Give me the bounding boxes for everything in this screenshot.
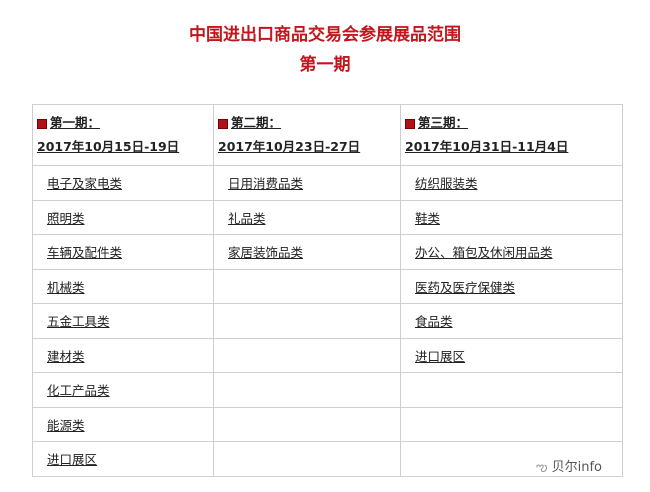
phase-label[interactable]: 第一期： (50, 115, 101, 130)
table-cell (213, 406, 401, 442)
table-cell: 机械类 (32, 268, 214, 304)
table-row: 车辆及配件类 家居装饰品类 办公、箱包及休闲用品类 (32, 234, 623, 270)
table-cell: 食品类 (400, 303, 623, 339)
category-link[interactable]: 进口展区 (47, 452, 98, 468)
table-cell (213, 372, 401, 408)
category-link[interactable]: 纺织服装类 (415, 176, 478, 192)
category-link[interactable]: 车辆及配件类 (47, 245, 123, 261)
table-cell (400, 372, 623, 408)
table-row: 机械类 医药及医疗保健类 (32, 268, 623, 304)
page-title: 中国进出口商品交易会参展展品范围 (189, 25, 461, 45)
phase-dates[interactable]: 2017年10月15日-19日 (37, 139, 180, 154)
table-row: 电子及家电类 日用消费品类 纺织服装类 (32, 165, 623, 201)
bullet-icon (37, 118, 47, 129)
category-link[interactable]: 办公、箱包及休闲用品类 (415, 245, 553, 261)
table-cell: 车辆及配件类 (32, 234, 214, 270)
category-link[interactable]: 家居装饰品类 (228, 245, 304, 261)
bullet-icon (218, 118, 228, 129)
table-cell (213, 303, 401, 339)
table-cell: 进口展区 (400, 337, 623, 373)
table-cell (400, 441, 623, 477)
category-link[interactable]: 医药及医疗保健类 (415, 279, 516, 295)
table-row: 五金工具类 食品类 (32, 303, 623, 339)
category-link[interactable]: 照明类 (47, 210, 85, 226)
category-link[interactable]: 五金工具类 (47, 314, 110, 330)
exhibit-table: 第一期： 2017年10月15日-19日 第二期： 2017年10月23日-27日 第三… (32, 104, 623, 477)
phase-header: 第三期： 2017年10月31日-11月4日 (400, 104, 623, 166)
phase-dates[interactable]: 2017年10月23日-27日 (218, 139, 361, 154)
table-cell: 办公、箱包及休闲用品类 (400, 234, 623, 270)
category-link[interactable]: 鞋类 (415, 210, 441, 226)
category-link[interactable]: 食品类 (415, 314, 453, 330)
category-link[interactable]: 礼品类 (228, 210, 266, 226)
table-row: 建材类 进口展区 (32, 337, 623, 373)
phase-header: 第一期： 2017年10月15日-19日 (32, 104, 214, 166)
table-cell: 鞋类 (400, 199, 623, 235)
category-link[interactable]: 机械类 (47, 279, 85, 295)
table-cell (213, 268, 401, 304)
table-cell (213, 441, 401, 477)
table-row: 能源类 (32, 406, 623, 442)
table-cell: 建材类 (32, 337, 214, 373)
category-link[interactable]: 能源类 (47, 417, 85, 433)
category-link[interactable]: 电子及家电类 (47, 176, 123, 192)
category-link[interactable]: 建材类 (47, 348, 85, 364)
phase-label[interactable]: 第三期： (418, 115, 469, 130)
table-cell: 礼品类 (213, 199, 401, 235)
table-cell: 纺织服装类 (400, 165, 623, 201)
category-link[interactable]: 进口展区 (415, 348, 466, 364)
table-cell: 电子及家电类 (32, 165, 214, 201)
table-cell (213, 337, 401, 373)
watermark-text: 贝尔info (551, 460, 602, 475)
table-cell: 化工产品类 (32, 372, 214, 408)
table-row: 化工产品类 (32, 372, 623, 408)
table-cell (400, 406, 623, 442)
table-cell: 进口展区 (32, 441, 214, 477)
phase-header: 第二期： 2017年10月23日-27日 (213, 104, 401, 166)
table-cell: 能源类 (32, 406, 214, 442)
table-cell: 五金工具类 (32, 303, 214, 339)
category-link[interactable]: 日用消费品类 (228, 176, 304, 192)
wechat-icon: ఌ (536, 460, 548, 475)
table-cell: 家居装饰品类 (213, 234, 401, 270)
table-cell: 日用消费品类 (213, 165, 401, 201)
category-link[interactable]: 化工产品类 (47, 383, 110, 399)
watermark: ఌ 贝尔info (536, 456, 602, 478)
table-row: 照明类 礼品类 鞋类 (32, 199, 623, 235)
bullet-icon (405, 118, 415, 129)
table-cell: 照明类 (32, 199, 214, 235)
phase-dates[interactable]: 2017年10月31日-11月4日 (405, 139, 569, 154)
phase-label[interactable]: 第二期： (231, 115, 282, 130)
table-cell: 医药及医疗保健类 (400, 268, 623, 304)
page-subtitle: 第一期 (299, 55, 351, 75)
header-row: 第一期： 2017年10月15日-19日 第二期： 2017年10月23日-27日 第三… (32, 104, 623, 166)
table-row: 进口展区 (32, 441, 623, 477)
